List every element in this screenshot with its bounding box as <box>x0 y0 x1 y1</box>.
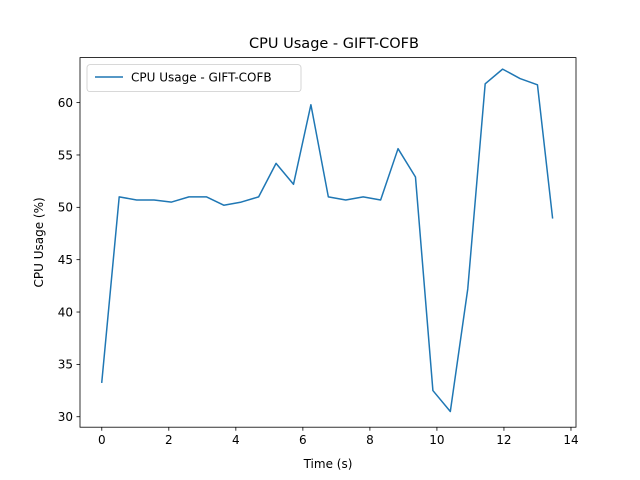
y-tick-label: 60 <box>58 96 73 110</box>
y-tick-label: 35 <box>58 358 73 372</box>
legend-entry: CPU Usage - GIFT-COFB <box>131 71 272 85</box>
legend: CPU Usage - GIFT-COFB <box>86 64 302 92</box>
y-tick-label: 30 <box>58 410 73 424</box>
y-tick-label: 55 <box>58 148 73 162</box>
x-tick-label: 4 <box>232 433 240 447</box>
series-line <box>100 68 554 413</box>
x-tick-label: 12 <box>496 433 511 447</box>
x-tick-label: 8 <box>366 433 374 447</box>
x-axis-label: Time (s) <box>303 457 353 471</box>
x-tick-label: 0 <box>98 433 106 447</box>
x-tick-label: 6 <box>299 433 307 447</box>
series-layer <box>100 68 554 413</box>
y-axis-label: CPU Usage (%) <box>32 197 46 287</box>
y-tick-label: 50 <box>58 201 73 215</box>
y-tick-label: 40 <box>58 305 73 319</box>
legend-box <box>86 64 302 92</box>
x-tick-label: 2 <box>165 433 173 447</box>
x-tick-label: 14 <box>563 433 578 447</box>
y-axis: 30 35 40 45 50 55 60 <box>58 96 80 424</box>
x-tick-label: 10 <box>429 433 444 447</box>
y-tick-label: 45 <box>58 253 73 267</box>
x-axis: 0 2 4 6 8 10 12 14 <box>98 427 579 447</box>
plot-area <box>79 57 577 428</box>
chart-title: CPU Usage - GIFT-COFB <box>249 36 419 52</box>
